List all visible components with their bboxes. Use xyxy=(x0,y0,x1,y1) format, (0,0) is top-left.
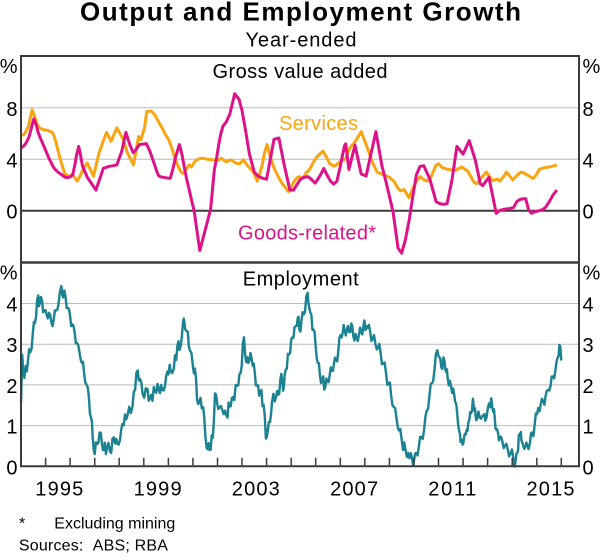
svg-text:2007: 2007 xyxy=(330,479,378,501)
svg-text:2015: 2015 xyxy=(527,479,575,501)
svg-text:1999: 1999 xyxy=(134,479,182,501)
svg-text:%: % xyxy=(0,263,18,285)
svg-text:0: 0 xyxy=(583,457,594,479)
svg-text:2: 2 xyxy=(6,376,17,398)
svg-text:Gross value added: Gross value added xyxy=(213,61,388,83)
svg-text:1: 1 xyxy=(6,417,17,439)
svg-text:%: % xyxy=(583,56,600,78)
svg-text:8: 8 xyxy=(6,99,17,121)
svg-text:3: 3 xyxy=(583,335,594,357)
svg-text:4: 4 xyxy=(583,150,594,172)
svg-text:4: 4 xyxy=(6,150,17,172)
svg-text:Sources: ABS; RBA: Sources: ABS; RBA xyxy=(19,538,168,555)
svg-text:4: 4 xyxy=(583,295,594,317)
svg-text:2003: 2003 xyxy=(232,479,280,501)
svg-text:Goods-related*: Goods-related* xyxy=(238,223,376,245)
svg-text:0: 0 xyxy=(6,457,17,479)
svg-text:0: 0 xyxy=(583,202,594,224)
svg-text:8: 8 xyxy=(583,99,594,121)
svg-text:1995: 1995 xyxy=(35,479,83,501)
svg-text:Employment: Employment xyxy=(243,269,359,291)
svg-text:Year-ended: Year-ended xyxy=(246,30,357,52)
svg-text:4: 4 xyxy=(6,295,17,317)
svg-text:3: 3 xyxy=(6,335,17,357)
svg-text:Services: Services xyxy=(279,113,358,135)
svg-text:2: 2 xyxy=(583,376,594,398)
svg-text:%: % xyxy=(0,56,18,78)
svg-text:%: % xyxy=(583,263,600,285)
svg-text:1: 1 xyxy=(583,417,594,439)
svg-text:Excluding mining: Excluding mining xyxy=(54,516,175,533)
svg-text:0: 0 xyxy=(6,202,17,224)
svg-text:*: * xyxy=(19,516,25,533)
svg-text:Output and Employment Growth: Output and Employment Growth xyxy=(80,0,521,27)
